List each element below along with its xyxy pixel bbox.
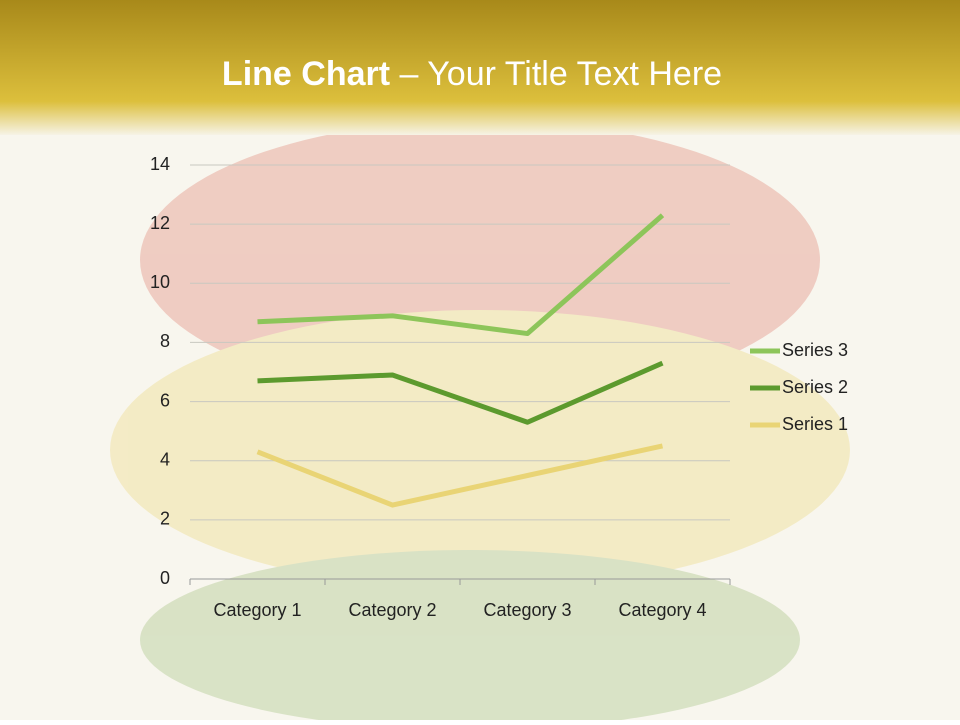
legend-label: Series 1 [782,414,848,434]
header-band [0,0,960,135]
y-tick-label: 14 [150,154,170,174]
title-rest: – Your Title Text Here [400,55,723,93]
y-tick-label: 4 [160,449,170,469]
x-tick-label: Category 1 [213,600,301,620]
slide-title: Line Chart – Your Title Text Here [222,55,722,93]
x-tick-label: Category 4 [618,600,706,620]
y-tick-label: 10 [150,272,170,292]
decor [110,120,850,725]
y-tick-label: 0 [160,568,170,588]
x-tick-label: Category 3 [483,600,571,620]
series-line [257,360,664,425]
legend-label: Series 3 [782,340,848,360]
series-line [257,213,665,337]
y-tick-label: 8 [160,331,170,351]
x-tick-label: Category 2 [348,600,436,620]
y-tick-label: 2 [160,509,170,529]
title-main: Line Chart [222,55,390,93]
series-line [256,443,664,508]
y-tick-label: 12 [150,213,170,233]
y-tick-label: 6 [160,390,170,410]
legend-label: Series 2 [782,377,848,397]
